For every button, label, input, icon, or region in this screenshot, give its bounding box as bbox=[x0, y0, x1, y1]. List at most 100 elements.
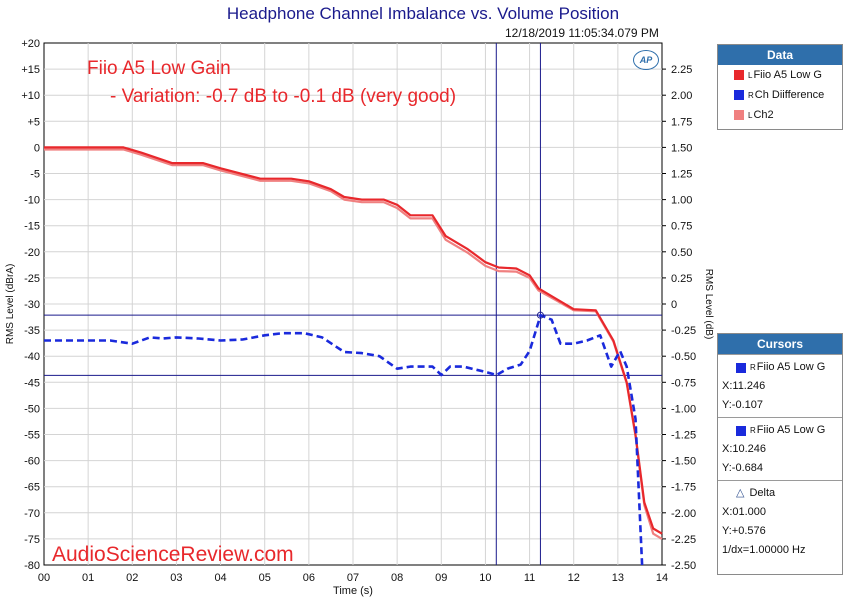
cursor-2-swatch bbox=[736, 425, 746, 436]
x-tick-label: 03 bbox=[170, 572, 182, 584]
legend-item-ch-difference[interactable]: R Ch Diifference bbox=[718, 85, 842, 105]
cursor-marker bbox=[536, 311, 544, 319]
delta-icon: △ bbox=[736, 487, 745, 499]
y-right-tick-label: 2.00 bbox=[671, 90, 692, 102]
y-right-tick-label: -0.25 bbox=[671, 325, 696, 337]
x-tick-label: 14 bbox=[656, 572, 668, 584]
cursor-1-x: X:11.246 bbox=[722, 380, 766, 392]
y-right-tick-label: 0.75 bbox=[671, 221, 692, 233]
y-left-axis-label: RMS Level (dBrA) bbox=[5, 264, 16, 345]
y-right-tick-label: 2.25 bbox=[671, 64, 692, 76]
y-right-tick-label: -1.50 bbox=[671, 456, 696, 468]
y-right-tick-label: -0.75 bbox=[671, 377, 696, 389]
y-right-tick-label: 1.50 bbox=[671, 142, 692, 154]
cursor-2-tag: R bbox=[750, 426, 756, 435]
cursor-1-y: Y:-0.107 bbox=[722, 399, 763, 411]
timestamp: 12/18/2019 11:05:34.079 PM bbox=[505, 26, 659, 40]
y-left-tick-label: +20 bbox=[21, 38, 40, 50]
y-right-tick-label: -2.00 bbox=[671, 508, 696, 520]
y-left-tick-label: -30 bbox=[24, 299, 40, 311]
y-right-tick-label: 0 bbox=[671, 299, 677, 311]
y-left-tick-label: -80 bbox=[24, 560, 40, 572]
y-left-tick-label: 0 bbox=[34, 142, 40, 154]
y-right-tick-label: -0.50 bbox=[671, 351, 696, 363]
delta-x: X:01.000 bbox=[722, 506, 767, 518]
y-left-tick-label: -75 bbox=[24, 534, 40, 546]
legend-swatch-red bbox=[734, 70, 744, 80]
x-tick-label: 07 bbox=[347, 572, 359, 584]
ap-logo: AP bbox=[633, 50, 659, 70]
delta-freq: 1/dx=1.00000 Hz bbox=[722, 544, 806, 556]
cursor-1-name: Fiio A5 Low G bbox=[756, 361, 826, 373]
delta-y: Y:+0.576 bbox=[722, 525, 766, 537]
delta-block[interactable]: △ Delta X:01.000 Y:+0.576 1/dx=1.00000 H… bbox=[718, 480, 842, 562]
chart-title: Headphone Channel Imbalance vs. Volume P… bbox=[226, 4, 620, 23]
y-left-tick-label: -70 bbox=[24, 508, 40, 520]
legend-swatch-blue bbox=[734, 90, 744, 100]
series-line-ch-difference bbox=[44, 313, 644, 566]
y-left-tick-label: -50 bbox=[24, 403, 40, 415]
y-right-tick-label: 0.25 bbox=[671, 273, 692, 285]
data-legend-panel: Data L Fiio A5 Low G R Ch Diifference L … bbox=[717, 44, 843, 130]
x-tick-label: 02 bbox=[126, 572, 138, 584]
annotation-line-2: - Variation: -0.7 dB to -0.1 dB (very go… bbox=[110, 86, 456, 107]
legend-label: Fiio A5 Low G bbox=[753, 69, 822, 81]
y-left-tick-label: -5 bbox=[30, 169, 40, 181]
x-tick-label: 10 bbox=[479, 572, 491, 584]
x-tick-label: 11 bbox=[524, 572, 535, 584]
y-left-tick-label: -35 bbox=[24, 325, 40, 337]
cursor-1-block[interactable]: R Fiio A5 Low G X:11.246 Y:-0.107 bbox=[718, 354, 842, 417]
y-right-axis-label: RMS Level (dB) bbox=[703, 269, 714, 340]
y-left-tick-label: -25 bbox=[24, 273, 40, 285]
y-right-tick-label: 1.75 bbox=[671, 116, 692, 128]
legend-tag: L bbox=[748, 110, 753, 120]
legend-item-ch2[interactable]: L Ch2 bbox=[718, 105, 842, 125]
x-tick-label: 12 bbox=[568, 572, 580, 584]
x-axis-label: Time (s) bbox=[333, 585, 373, 597]
cursor-1-tag: R bbox=[750, 363, 756, 372]
y-right-tick-label: -2.25 bbox=[671, 534, 696, 546]
x-tick-label: 05 bbox=[259, 572, 271, 584]
y-right-tick-label: -1.00 bbox=[671, 403, 696, 415]
y-right-tick-label: 1.00 bbox=[671, 195, 692, 207]
legend-item-fiio-a5[interactable]: L Fiio A5 Low G bbox=[718, 65, 842, 85]
x-tick-label: 09 bbox=[435, 572, 447, 584]
cursor-2-y: Y:-0.684 bbox=[722, 462, 763, 474]
legend-label: Ch Diifference bbox=[754, 89, 825, 101]
delta-label: Delta bbox=[749, 487, 776, 499]
watermark: AudioScienceReview.com bbox=[52, 543, 294, 566]
y-left-tick-label: -15 bbox=[24, 221, 40, 233]
data-legend-header: Data bbox=[718, 45, 842, 65]
y-right-tick-label: -1.25 bbox=[671, 430, 696, 442]
cursor-2-block[interactable]: R Fiio A5 Low G X:10.246 Y:-0.684 bbox=[718, 417, 842, 480]
x-tick-label: 00 bbox=[38, 572, 50, 584]
legend-tag: L bbox=[748, 70, 753, 80]
legend-tag: R bbox=[748, 90, 754, 100]
y-left-tick-label: -55 bbox=[24, 430, 40, 442]
y-left-tick-label: -60 bbox=[24, 456, 40, 468]
y-right-tick-label: 0.50 bbox=[671, 247, 692, 259]
y-left-tick-label: -65 bbox=[24, 482, 40, 494]
annotation-line-1: Fiio A5 Low Gain bbox=[87, 58, 231, 79]
legend-swatch-pink bbox=[734, 110, 744, 120]
x-tick-label: 06 bbox=[303, 572, 315, 584]
y-left-tick-label: +15 bbox=[21, 64, 40, 76]
x-tick-label: 13 bbox=[612, 572, 624, 584]
cursors-panel: Cursors R Fiio A5 Low G X:11.246 Y:-0.10… bbox=[717, 333, 843, 575]
legend-label: Ch2 bbox=[753, 109, 774, 121]
cursors-header: Cursors bbox=[718, 334, 842, 354]
x-tick-label: 01 bbox=[82, 572, 94, 584]
x-tick-label: 04 bbox=[214, 572, 226, 584]
y-left-tick-label: +5 bbox=[27, 116, 40, 128]
x-tick-label: 08 bbox=[391, 572, 403, 584]
cursor-2-x: X:10.246 bbox=[722, 443, 767, 455]
y-right-tick-label: 1.25 bbox=[671, 169, 692, 181]
y-right-tick-label: -2.50 bbox=[671, 560, 696, 572]
series-line-fiio-a5 bbox=[44, 146, 663, 535]
y-left-tick-label: +10 bbox=[21, 90, 40, 102]
y-left-tick-label: -45 bbox=[24, 377, 40, 389]
y-left-tick-label: -10 bbox=[24, 195, 40, 207]
y-right-tick-label: -1.75 bbox=[671, 482, 696, 494]
cursor-2-name: Fiio A5 Low G bbox=[756, 424, 826, 436]
